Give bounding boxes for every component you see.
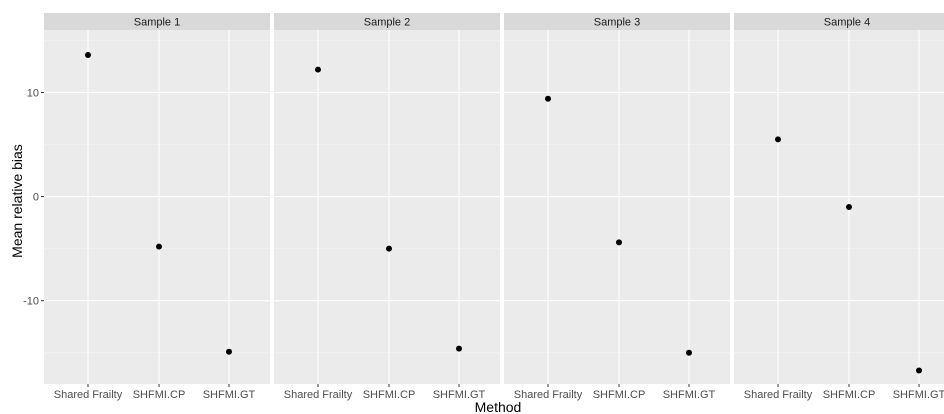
- x-tick-label: Shared Frailty: [744, 389, 813, 401]
- facet-strip: [44, 13, 270, 30]
- x-tick-label: Shared Frailty: [54, 389, 123, 401]
- y-tick-label: 0: [33, 192, 39, 204]
- data-point: [545, 95, 551, 102]
- x-tick-label: SHFMI.CP: [593, 389, 646, 401]
- data-point: [616, 239, 622, 246]
- x-tick-label: SHFMI.CP: [823, 389, 876, 401]
- data-point: [315, 66, 321, 73]
- data-point: [456, 345, 462, 352]
- facet-panel: Sample 2 Shared Frailty SHFMI.CP SHFMI.GT: [274, 13, 500, 401]
- facet-strip: [504, 13, 730, 30]
- x-tick-label: SHFMI.GT: [203, 389, 256, 401]
- data-point: [916, 367, 922, 374]
- y-axis-ticks: 10 0 -10: [23, 87, 44, 308]
- x-tick-label: SHFMI.GT: [893, 389, 944, 401]
- data-point: [686, 349, 692, 356]
- data-point: [775, 136, 781, 143]
- x-tick-label: SHFMI.GT: [663, 389, 716, 401]
- facet-panel: Sample 1 Shared Frailty SHFMI.CP SHFMI.GT: [44, 13, 270, 401]
- data-point: [386, 245, 392, 252]
- panel-background: [44, 30, 270, 384]
- x-tick-label: Shared Frailty: [514, 389, 583, 401]
- data-point: [156, 243, 162, 250]
- y-tick-label: -10: [23, 296, 39, 308]
- facet-strip: [274, 13, 500, 30]
- x-tick-label: SHFMI.CP: [133, 389, 186, 401]
- data-point: [85, 51, 91, 58]
- facet-strip-label: Sample 2: [364, 17, 410, 29]
- data-point: [846, 204, 852, 210]
- panel-background: [734, 30, 944, 384]
- x-tick-label: SHFMI.CP: [363, 389, 416, 401]
- x-axis-title: Method: [475, 399, 522, 414]
- y-tick-label: 10: [27, 87, 39, 99]
- facet-panel: Sample 3 Shared Frailty SHFMI.CP SHFMI.GT: [504, 13, 730, 401]
- facet-panel: Sample 4 Shared Frailty SHFMI.CP SHFMI.GT: [734, 13, 944, 401]
- panel-background: [504, 30, 730, 384]
- panel-background: [274, 30, 500, 384]
- x-tick-label: Shared Frailty: [284, 389, 353, 401]
- facet-strip-label: Sample 1: [134, 17, 180, 29]
- facet-strip-label: Sample 3: [594, 17, 640, 29]
- x-tick-label: SHFMI.GT: [433, 389, 486, 401]
- facet-strip-label: Sample 4: [824, 17, 870, 29]
- y-axis-title: Mean relative bias: [9, 144, 25, 258]
- facet-strip: [734, 13, 944, 30]
- data-point: [226, 348, 232, 355]
